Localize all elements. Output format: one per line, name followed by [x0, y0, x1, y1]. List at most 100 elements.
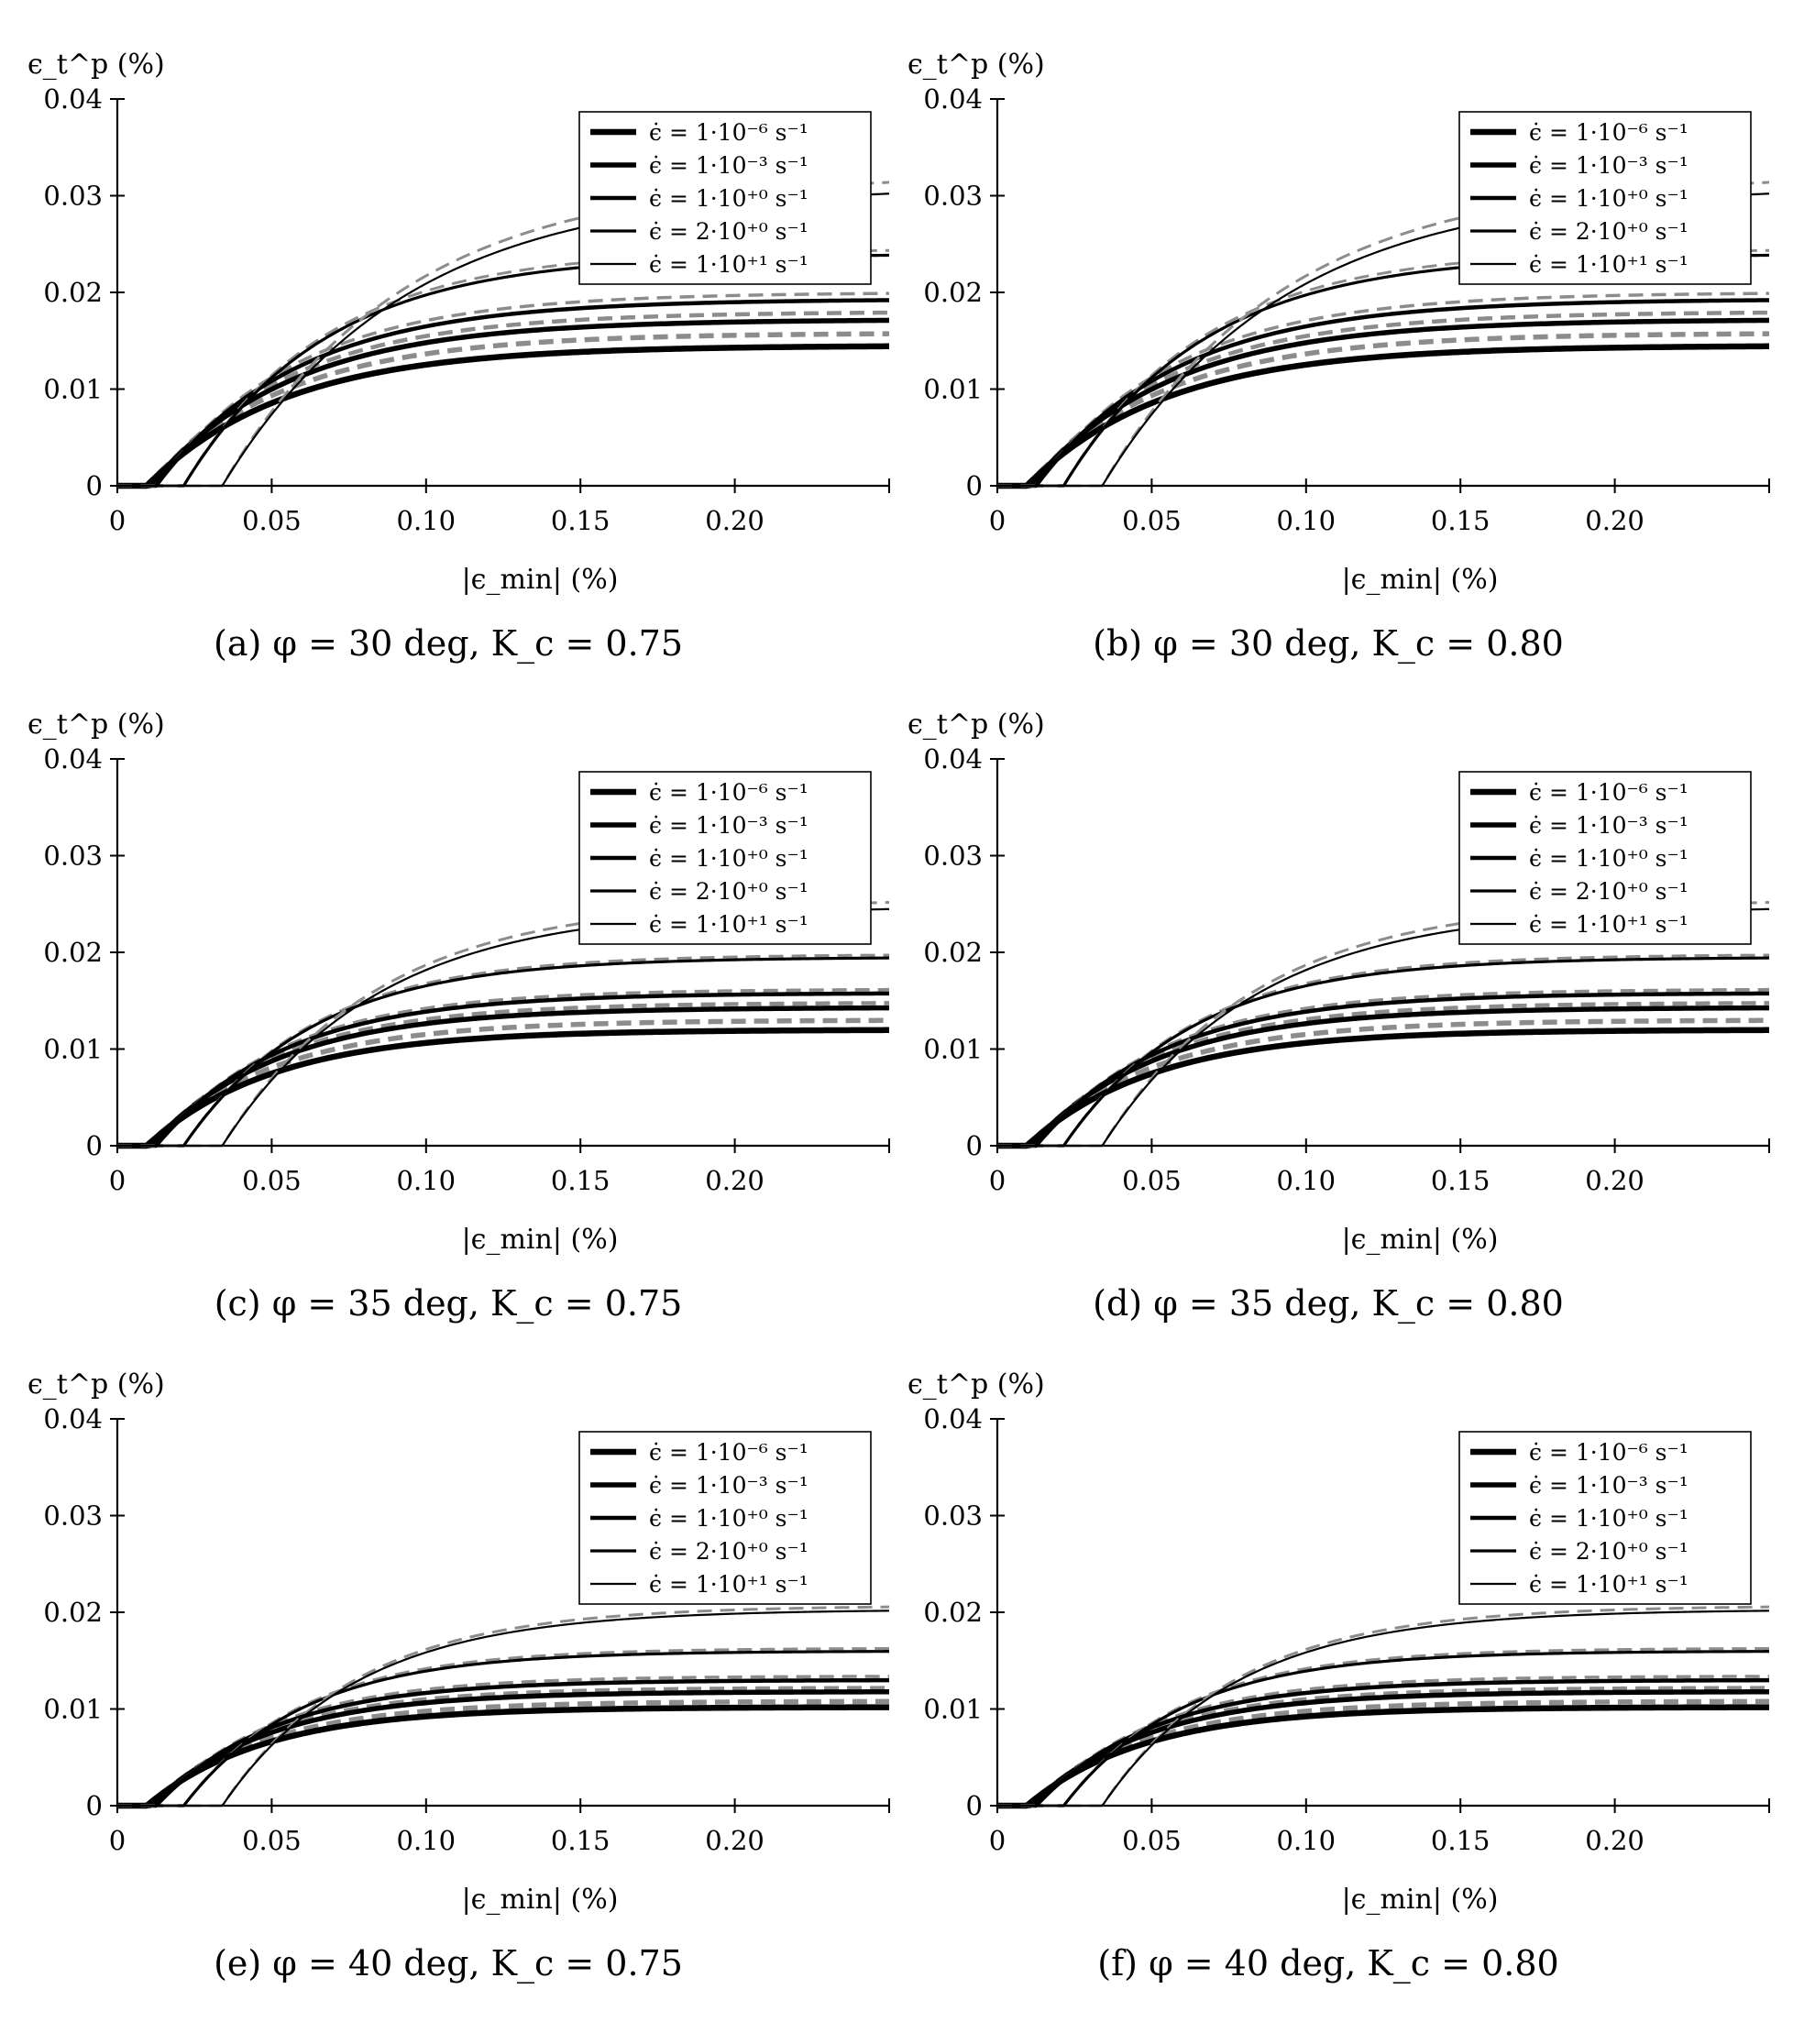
y-axis-label: ϵ_t^p (%) — [908, 49, 1045, 81]
legend-label: ϵ̇ = 1·10⁻³ s⁻¹ — [1529, 1472, 1688, 1499]
curve-series-2 — [997, 1005, 1770, 1148]
chart-panel-c: 0 0.05 0.10 0.15 0.20 0 0.01 0.02 0.03 0.04 |ϵ_min… — [0, 660, 896, 1324]
legend-label: ϵ̇ = 1·10⁺⁰ s⁻¹ — [649, 845, 808, 872]
legend-label: ϵ̇ = 1·10⁻⁶ s⁻¹ — [1529, 1439, 1688, 1466]
y-axis-label: ϵ_t^p (%) — [908, 709, 1045, 741]
reference-curve-series-1 — [117, 331, 890, 489]
curve-series-3 — [117, 298, 890, 489]
legend-label: ϵ̇ = 1·10⁻³ s⁻¹ — [649, 152, 808, 179]
y-axis-label: ϵ_t^p (%) — [28, 49, 165, 81]
y-tick-label: 0.01 — [923, 374, 983, 405]
legend-label: ϵ̇ = 1·10⁺⁰ s⁻¹ — [1529, 1505, 1688, 1532]
curve-series-4 — [117, 956, 890, 1148]
x-tick-label: 0.20 — [1585, 1165, 1644, 1196]
x-axis-label: |ϵ_min| (%) — [462, 1884, 619, 1916]
x-tick-label: 0.15 — [551, 505, 610, 536]
legend-label: ϵ̇ = 1·10⁻⁶ s⁻¹ — [649, 1439, 808, 1466]
x-tick-label: 0 — [989, 1165, 1006, 1196]
reference-curve-series-2 — [117, 310, 890, 489]
y-tick-label: 0.03 — [43, 841, 103, 872]
legend-label: ϵ̇ = 2·10⁺⁰ s⁻¹ — [1529, 218, 1688, 245]
x-tick-label: 0.05 — [242, 1825, 302, 1856]
x-tick-label: 0.20 — [1585, 1825, 1644, 1856]
reference-curve-series-2 — [117, 1001, 890, 1148]
x-tick-label: 0.20 — [1585, 505, 1644, 536]
x-tick-label: 0 — [109, 505, 126, 536]
x-tick-label: 0 — [989, 505, 1006, 536]
curve-series-4 — [117, 1650, 890, 1808]
y-axis-label: ϵ_t^p (%) — [908, 1368, 1045, 1401]
reference-curve-series-4 — [117, 953, 890, 1148]
reference-curve-series-2 — [997, 310, 1770, 489]
reference-curve-series-4 — [997, 1646, 1770, 1808]
y-tick-label: 0.03 — [923, 181, 983, 212]
legend-label: ϵ̇ = 1·10⁻³ s⁻¹ — [649, 1472, 808, 1499]
chart-svg: 0 0.05 0.10 0.15 0.20 0 0.01 0.02 0.03 0.04 |ϵ_min… — [908, 709, 1770, 1256]
legend-label: ϵ̇ = 1·10⁺⁰ s⁻¹ — [1529, 185, 1688, 212]
reference-curve-series-1 — [997, 1698, 1770, 1808]
curve-series-1 — [997, 1704, 1769, 1809]
y-tick-label: 0.02 — [43, 937, 103, 968]
legend-label: ϵ̇ = 2·10⁺⁰ s⁻¹ — [1529, 878, 1688, 905]
legend-label: ϵ̇ = 1·10⁻⁶ s⁻¹ — [1529, 779, 1688, 806]
y-tick-label: 0.04 — [43, 83, 103, 115]
reference-curve-series-4 — [117, 1646, 890, 1808]
legend-label: ϵ̇ = 1·10⁺⁰ s⁻¹ — [649, 1505, 808, 1532]
y-tick-label: 0.04 — [923, 1403, 983, 1434]
x-axis-label: |ϵ_min| (%) — [462, 564, 619, 596]
curve-series-5 — [117, 1610, 890, 1808]
y-tick-label: 0 — [966, 1130, 983, 1161]
legend-label: ϵ̇ = 1·10⁻³ s⁻¹ — [649, 812, 808, 839]
reference-curve-series-2 — [997, 1001, 1770, 1148]
panel-caption: (e) φ = 40 deg, K_c = 0.75 — [214, 1943, 683, 1984]
legend: ϵ̇ = 1·10⁻⁶ s⁻¹ ϵ̇ = 1·10⁻³ s⁻¹ ϵ̇ = 1·10⁺… — [578, 111, 872, 285]
reference-curve-series-3 — [997, 291, 1770, 488]
reference-curve-series-2 — [117, 1686, 890, 1808]
x-tick-label: 0.05 — [242, 505, 302, 536]
y-tick-label: 0.03 — [923, 1500, 983, 1532]
legend: ϵ̇ = 1·10⁻⁶ s⁻¹ ϵ̇ = 1·10⁻³ s⁻¹ ϵ̇ = 1·10⁺… — [578, 771, 872, 945]
x-axis-label: |ϵ_min| (%) — [1342, 1884, 1499, 1916]
legend-label: ϵ̇ = 1·10⁻³ s⁻¹ — [1529, 152, 1688, 179]
curve-series-2 — [997, 1689, 1769, 1808]
reference-curve-series-1 — [997, 331, 1770, 489]
curve-series-3 — [117, 991, 890, 1148]
curve-series-3 — [997, 991, 1770, 1148]
legend-label: ϵ̇ = 1·10⁺⁰ s⁻¹ — [1529, 845, 1688, 872]
x-tick-label: 0.15 — [1431, 1825, 1490, 1856]
x-tick-label: 0.15 — [551, 1165, 610, 1196]
chart-panel-a: 0 0.05 0.10 0.15 0.20 0 0.01 0.02 0.03 0.04 |ϵ_min… — [0, 0, 896, 664]
curve-series-1 — [117, 1704, 889, 1809]
panel-caption: (d) φ = 35 deg, K_c = 0.80 — [1093, 1283, 1564, 1324]
legend-label: ϵ̇ = 2·10⁺⁰ s⁻¹ — [649, 1538, 808, 1565]
y-tick-label: 0.02 — [923, 937, 983, 968]
reference-curve-series-3 — [117, 291, 890, 488]
legend-label: ϵ̇ = 1·10⁺¹ s⁻¹ — [649, 911, 808, 938]
x-tick-label: 0.05 — [1122, 505, 1182, 536]
chart-svg: 0 0.05 0.10 0.15 0.20 0 0.01 0.02 0.03 0.04 |ϵ_min… — [908, 49, 1770, 596]
y-tick-label: 0.02 — [923, 1597, 983, 1628]
x-tick-label: 0.10 — [397, 1825, 456, 1856]
curve-series-2 — [117, 317, 890, 489]
curve-series-2 — [997, 317, 1770, 489]
y-tick-label: 0.04 — [43, 743, 103, 775]
legend-label: ϵ̇ = 1·10⁺⁰ s⁻¹ — [649, 185, 808, 212]
legend-label: ϵ̇ = 1·10⁺¹ s⁻¹ — [1529, 251, 1688, 278]
legend: ϵ̇ = 1·10⁻⁶ s⁻¹ ϵ̇ = 1·10⁻³ s⁻¹ ϵ̇ = 1·10⁺… — [1458, 1431, 1752, 1605]
y-tick-label: 0.03 — [43, 181, 103, 212]
x-tick-label: 0.10 — [397, 505, 456, 536]
chart-svg: 0 0.05 0.10 0.15 0.20 0 0.01 0.02 0.03 0.04 |ϵ_min… — [28, 709, 890, 1256]
legend-label: ϵ̇ = 1·10⁺¹ s⁻¹ — [649, 251, 808, 278]
curves — [997, 1605, 1770, 1809]
legend-label: ϵ̇ = 2·10⁺⁰ s⁻¹ — [649, 878, 808, 905]
reference-curve-series-1 — [117, 1698, 890, 1808]
legend-label: ϵ̇ = 1·10⁻⁶ s⁻¹ — [1529, 119, 1688, 146]
x-tick-label: 0.20 — [705, 1825, 764, 1856]
legend-label: ϵ̇ = 2·10⁺⁰ s⁻¹ — [649, 218, 808, 245]
y-tick-label: 0.01 — [43, 1694, 103, 1725]
y-tick-label: 0.04 — [43, 1403, 103, 1434]
x-tick-label: 0.10 — [1277, 1165, 1336, 1196]
x-tick-label: 0.05 — [242, 1165, 302, 1196]
x-tick-label: 0.20 — [705, 1165, 764, 1196]
x-tick-label: 0 — [109, 1165, 126, 1196]
